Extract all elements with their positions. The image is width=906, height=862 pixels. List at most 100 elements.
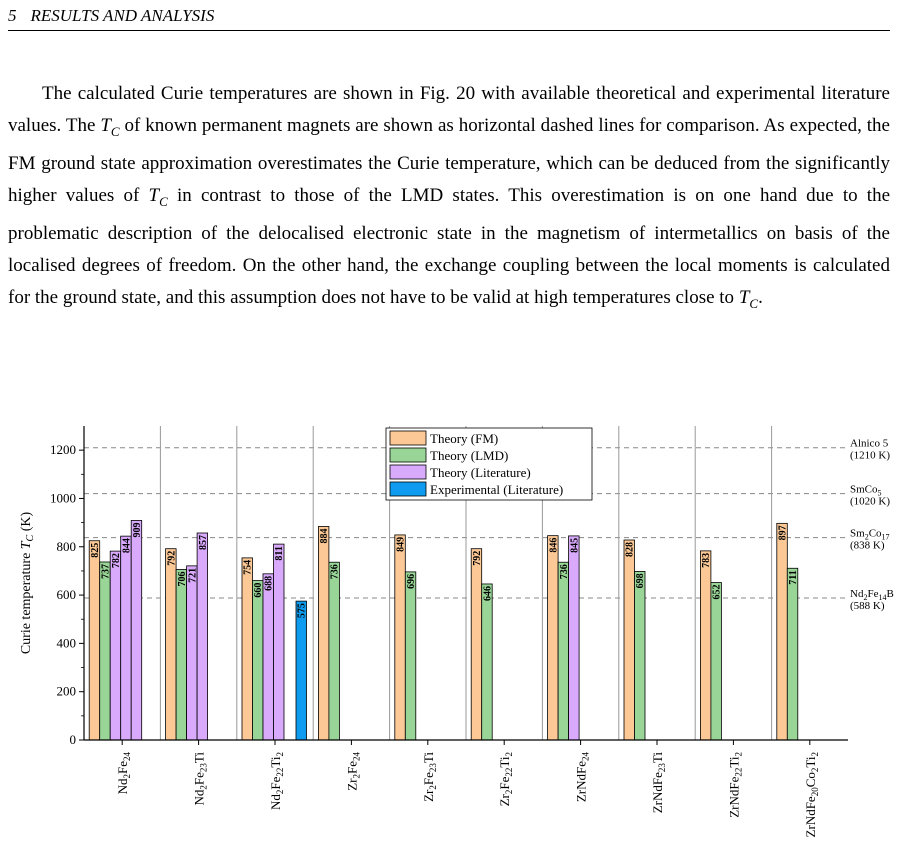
bar-value-label: 825	[90, 543, 101, 558]
paragraph-part-2: of known permanent magnets are shown as …	[8, 115, 890, 206]
x-tick-label: Zr2Fe22Ti2	[497, 752, 514, 806]
tc-symbol: TC	[100, 115, 120, 139]
x-tick-label: Zr2Fe24	[344, 752, 361, 791]
bar-theory-literature	[196, 532, 209, 741]
x-tick-label: Nd2Fe22Ti2	[268, 752, 285, 810]
x-tick-label: ZrNdFe20Co2Ti2	[803, 752, 820, 837]
tc-symbol: TC	[738, 286, 759, 311]
bar-value-label: 736	[559, 564, 570, 579]
reference-label: SmCo5	[850, 484, 882, 498]
body-paragraph: The calculated Curie temperatures are sh…	[8, 78, 890, 319]
reference-label: Nd2Fe14B	[850, 588, 894, 602]
bar-value-label: 782	[111, 553, 122, 568]
bar-value-label: 698	[635, 573, 646, 588]
bar-value-label: 721	[187, 568, 198, 583]
bar-theory-fm	[88, 540, 101, 741]
x-tick-label: ZrNdFe23Ti	[650, 752, 667, 814]
bar-theory-fm	[700, 550, 712, 741]
y-tick-label: 600	[57, 587, 77, 602]
x-tick-label: Nd2Fe24	[115, 752, 132, 795]
reference-value-label: (1210 K)	[850, 450, 890, 462]
bar-theory-fm	[241, 557, 253, 741]
tc-symbol: TC	[148, 184, 168, 209]
bar-value-label: 688	[264, 576, 275, 591]
bar-value-label: 828	[625, 542, 636, 557]
bar-value-label: 711	[788, 570, 799, 584]
reference-value-label: (838 K)	[850, 540, 885, 552]
reference-label: Sm2Co17	[850, 528, 890, 542]
legend-swatch	[389, 430, 427, 446]
bar-theory-fm	[394, 534, 406, 741]
bar-value-label: 706	[177, 571, 188, 586]
paragraph-part-3: in contrast to those of the LMD states. …	[8, 184, 891, 308]
y-tick-label: 0	[70, 732, 77, 747]
bar-theory-fm	[165, 548, 177, 741]
bar-value-label: 811	[274, 546, 285, 560]
bar-theory-literature	[130, 520, 143, 741]
bar-value-label: 696	[406, 574, 417, 589]
bar-theory-lmd	[99, 561, 111, 741]
paragraph-part-1: The calculated Curie temperatures are sh…	[8, 83, 890, 136]
reference-value-label: (1020 K)	[850, 496, 890, 508]
legend-label: Theory (FM)	[430, 431, 498, 446]
bar-theory-lmd	[404, 571, 417, 741]
reference-label: Alnico 5	[850, 438, 889, 450]
x-tick-label: Zr2Fe23Ti	[421, 752, 438, 802]
bar-value-label: 736	[330, 564, 341, 579]
bar-theory-literature	[120, 535, 132, 741]
legend-label: Theory (Literature)	[430, 465, 531, 480]
section-title: RESULTS AND ANALYSIS	[30, 6, 215, 25]
y-tick-label: 1000	[50, 490, 76, 505]
bar-value-label: 849	[396, 537, 407, 552]
bar-value-label: 646	[482, 586, 493, 601]
bar-theory-lmd	[710, 582, 722, 741]
bar-value-label: 844	[121, 538, 132, 553]
y-tick-label: 800	[57, 539, 77, 554]
bar-value-label: 660	[253, 583, 264, 598]
bar-value-label: 575	[297, 603, 308, 618]
bar-value-label: 857	[198, 535, 209, 550]
bar-theory-lmd	[634, 571, 646, 741]
bar-theory-fm	[317, 526, 330, 741]
bar-value-label: 783	[701, 553, 712, 568]
bar-value-label: 845	[569, 538, 580, 553]
reference-value-label: (588 K)	[850, 600, 885, 612]
bar-theory-literature	[568, 535, 580, 741]
bar-value-label: 792	[166, 551, 177, 566]
legend-swatch	[389, 447, 427, 463]
bar-theory-literature	[109, 550, 122, 741]
bar-value-label: 909	[132, 522, 143, 537]
x-tick-label: Nd2Fe23Ti	[192, 752, 209, 806]
legend-swatch	[389, 481, 427, 497]
y-tick-label: 200	[57, 684, 77, 699]
bar-theory-fm	[470, 548, 483, 741]
x-tick-label: ZrNdFe24	[574, 752, 591, 803]
bar-value-label: 884	[319, 528, 330, 543]
bar-value-label: 846	[548, 538, 559, 553]
bar-theory-lmd	[328, 561, 340, 741]
bar-theory-fm	[623, 539, 635, 741]
bar-theory-fm	[547, 535, 559, 741]
bar-theory-lmd	[175, 569, 188, 741]
section-number: 5	[8, 6, 17, 25]
bar-theory-lmd	[557, 561, 569, 741]
bar-value-label: 792	[472, 551, 483, 566]
paragraph-part-4: .	[758, 286, 763, 308]
bar-theory-literature	[186, 565, 198, 741]
bar-theory-literature	[262, 573, 274, 741]
running-header: 5 RESULTS AND ANALYSIS	[8, 6, 890, 31]
bar-experimental-literature	[295, 600, 307, 741]
bar-value-label: 754	[243, 560, 254, 575]
legend-swatch	[389, 464, 427, 480]
legend-label: Theory (LMD)	[430, 448, 508, 463]
y-tick-label: 1200	[50, 442, 76, 457]
bar-theory-fm	[776, 522, 788, 741]
bar-value-label: 897	[778, 525, 789, 540]
legend-label: Experimental (Literature)	[430, 482, 563, 497]
bar-theory-literature	[273, 543, 285, 741]
bar-theory-lmd	[252, 580, 264, 741]
y-axis-label: Curie temperature TC (K)	[19, 511, 36, 654]
bar-theory-lmd	[786, 567, 799, 741]
bar-theory-lmd	[481, 583, 493, 741]
